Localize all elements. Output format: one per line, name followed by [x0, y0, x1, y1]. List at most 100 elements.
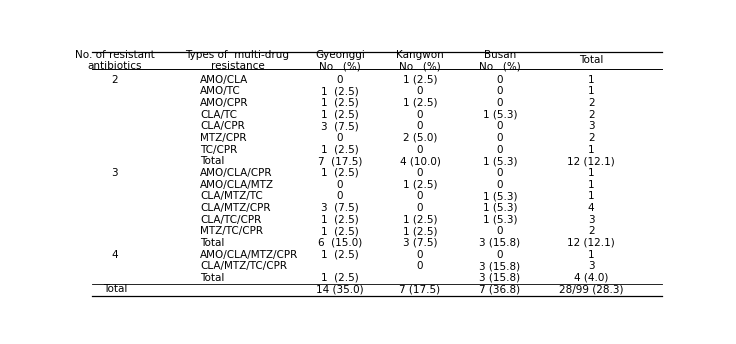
Text: 3 (15.8): 3 (15.8) — [479, 261, 520, 271]
Text: AMO/CPR: AMO/CPR — [200, 98, 249, 108]
Text: 2: 2 — [588, 133, 595, 143]
Text: 3 (15.8): 3 (15.8) — [479, 238, 520, 248]
Text: 1 (5.3): 1 (5.3) — [483, 203, 517, 213]
Text: 2: 2 — [111, 75, 118, 85]
Text: 28/99 (28.3): 28/99 (28.3) — [559, 284, 623, 294]
Text: 12 (12.1): 12 (12.1) — [567, 238, 615, 248]
Text: CLA/MTZ/TC/CPR: CLA/MTZ/TC/CPR — [200, 261, 287, 271]
Text: 14 (35.0): 14 (35.0) — [316, 284, 364, 294]
Text: 4 (4.0): 4 (4.0) — [574, 273, 608, 283]
Text: 0: 0 — [497, 226, 503, 236]
Text: 1  (2.5): 1 (2.5) — [321, 168, 359, 178]
Text: 7 (36.8): 7 (36.8) — [479, 284, 520, 294]
Text: AMO/CLA/MTZ/CPR: AMO/CLA/MTZ/CPR — [200, 249, 299, 259]
Text: Total: Total — [200, 156, 224, 166]
Text: 2 (5.0): 2 (5.0) — [403, 133, 437, 143]
Text: 1: 1 — [588, 168, 595, 178]
Text: 0: 0 — [497, 121, 503, 131]
Text: 6  (15.0): 6 (15.0) — [318, 238, 362, 248]
Text: 1  (2.5): 1 (2.5) — [321, 249, 359, 259]
Text: Busan
No.  (%): Busan No. (%) — [479, 50, 520, 71]
Text: 1  (2.5): 1 (2.5) — [321, 226, 359, 236]
Text: 0: 0 — [497, 249, 503, 259]
Text: 1  (2.5): 1 (2.5) — [321, 98, 359, 108]
Text: 0: 0 — [417, 121, 423, 131]
Text: 7  (17.5): 7 (17.5) — [318, 156, 362, 166]
Text: 0: 0 — [417, 86, 423, 96]
Text: 0: 0 — [417, 168, 423, 178]
Text: 1 (2.5): 1 (2.5) — [403, 226, 437, 236]
Text: 12 (12.1): 12 (12.1) — [567, 156, 615, 166]
Text: AMO/TC: AMO/TC — [200, 86, 241, 96]
Text: 1: 1 — [588, 86, 595, 96]
Text: 1 (2.5): 1 (2.5) — [403, 75, 437, 85]
Text: Kangwon
No.  (%): Kangwon No. (%) — [396, 50, 444, 71]
Text: 0: 0 — [337, 191, 344, 201]
Text: 1: 1 — [588, 180, 595, 190]
Text: 1: 1 — [588, 75, 595, 85]
Text: 1 (2.5): 1 (2.5) — [403, 180, 437, 190]
Text: Gyeonggi
No.  (%): Gyeonggi No. (%) — [315, 50, 365, 71]
Text: 3 (15.8): 3 (15.8) — [479, 273, 520, 283]
Text: 4: 4 — [588, 203, 595, 213]
Text: TC/CPR: TC/CPR — [200, 144, 238, 154]
Text: 3  (7.5): 3 (7.5) — [321, 203, 359, 213]
Text: 2: 2 — [588, 110, 595, 120]
Text: CLA/MTZ/CPR: CLA/MTZ/CPR — [200, 203, 271, 213]
Text: 0: 0 — [497, 180, 503, 190]
Text: 4 (10.0): 4 (10.0) — [400, 156, 440, 166]
Text: 1 (5.3): 1 (5.3) — [483, 191, 517, 201]
Text: 1 (5.3): 1 (5.3) — [483, 156, 517, 166]
Text: 0: 0 — [417, 261, 423, 271]
Text: No. of resistant
antibiotics: No. of resistant antibiotics — [75, 50, 155, 71]
Text: 0: 0 — [497, 144, 503, 154]
Text: 0: 0 — [417, 203, 423, 213]
Text: 0: 0 — [417, 249, 423, 259]
Text: CLA/TC: CLA/TC — [200, 110, 238, 120]
Text: 0: 0 — [337, 133, 344, 143]
Text: 2: 2 — [588, 98, 595, 108]
Text: 1  (2.5): 1 (2.5) — [321, 86, 359, 96]
Text: Total: Total — [200, 273, 224, 283]
Text: 1  (2.5): 1 (2.5) — [321, 144, 359, 154]
Text: 0: 0 — [417, 144, 423, 154]
Text: 0: 0 — [497, 168, 503, 178]
Text: 0: 0 — [497, 133, 503, 143]
Text: 0: 0 — [497, 75, 503, 85]
Text: 3: 3 — [588, 261, 595, 271]
Text: MTZ/CPR: MTZ/CPR — [200, 133, 247, 143]
Text: 3 (7.5): 3 (7.5) — [403, 238, 437, 248]
Text: AMO/CLA/CPR: AMO/CLA/CPR — [200, 168, 273, 178]
Text: 1: 1 — [588, 191, 595, 201]
Text: 0: 0 — [337, 75, 344, 85]
Text: 1 (5.3): 1 (5.3) — [483, 215, 517, 225]
Text: 1  (2.5): 1 (2.5) — [321, 215, 359, 225]
Text: CLA/MTZ/TC: CLA/MTZ/TC — [200, 191, 263, 201]
Text: 2: 2 — [588, 226, 595, 236]
Text: 4: 4 — [111, 249, 118, 259]
Text: 3: 3 — [588, 121, 595, 131]
Text: 3  (7.5): 3 (7.5) — [321, 121, 359, 131]
Text: Total: Total — [102, 284, 127, 294]
Text: AMO/CLA: AMO/CLA — [200, 75, 249, 85]
Text: 0: 0 — [417, 110, 423, 120]
Text: 1  (2.5): 1 (2.5) — [321, 273, 359, 283]
Text: MTZ/TC/CPR: MTZ/TC/CPR — [200, 226, 263, 236]
Text: 1: 1 — [588, 144, 595, 154]
Text: Types of  multi-drug
resistance: Types of multi-drug resistance — [185, 50, 289, 71]
Text: 1 (2.5): 1 (2.5) — [403, 98, 437, 108]
Text: CLA/CPR: CLA/CPR — [200, 121, 245, 131]
Text: 0: 0 — [417, 191, 423, 201]
Text: 0: 0 — [497, 98, 503, 108]
Text: 0: 0 — [337, 180, 344, 190]
Text: 7 (17.5): 7 (17.5) — [400, 284, 441, 294]
Text: Total: Total — [200, 238, 224, 248]
Text: 3: 3 — [111, 168, 118, 178]
Text: 0: 0 — [497, 86, 503, 96]
Text: 1  (2.5): 1 (2.5) — [321, 110, 359, 120]
Text: 1: 1 — [588, 249, 595, 259]
Text: Total: Total — [579, 55, 604, 65]
Text: CLA/TC/CPR: CLA/TC/CPR — [200, 215, 261, 225]
Text: AMO/CLA/MTZ: AMO/CLA/MTZ — [200, 180, 275, 190]
Text: 1 (5.3): 1 (5.3) — [483, 110, 517, 120]
